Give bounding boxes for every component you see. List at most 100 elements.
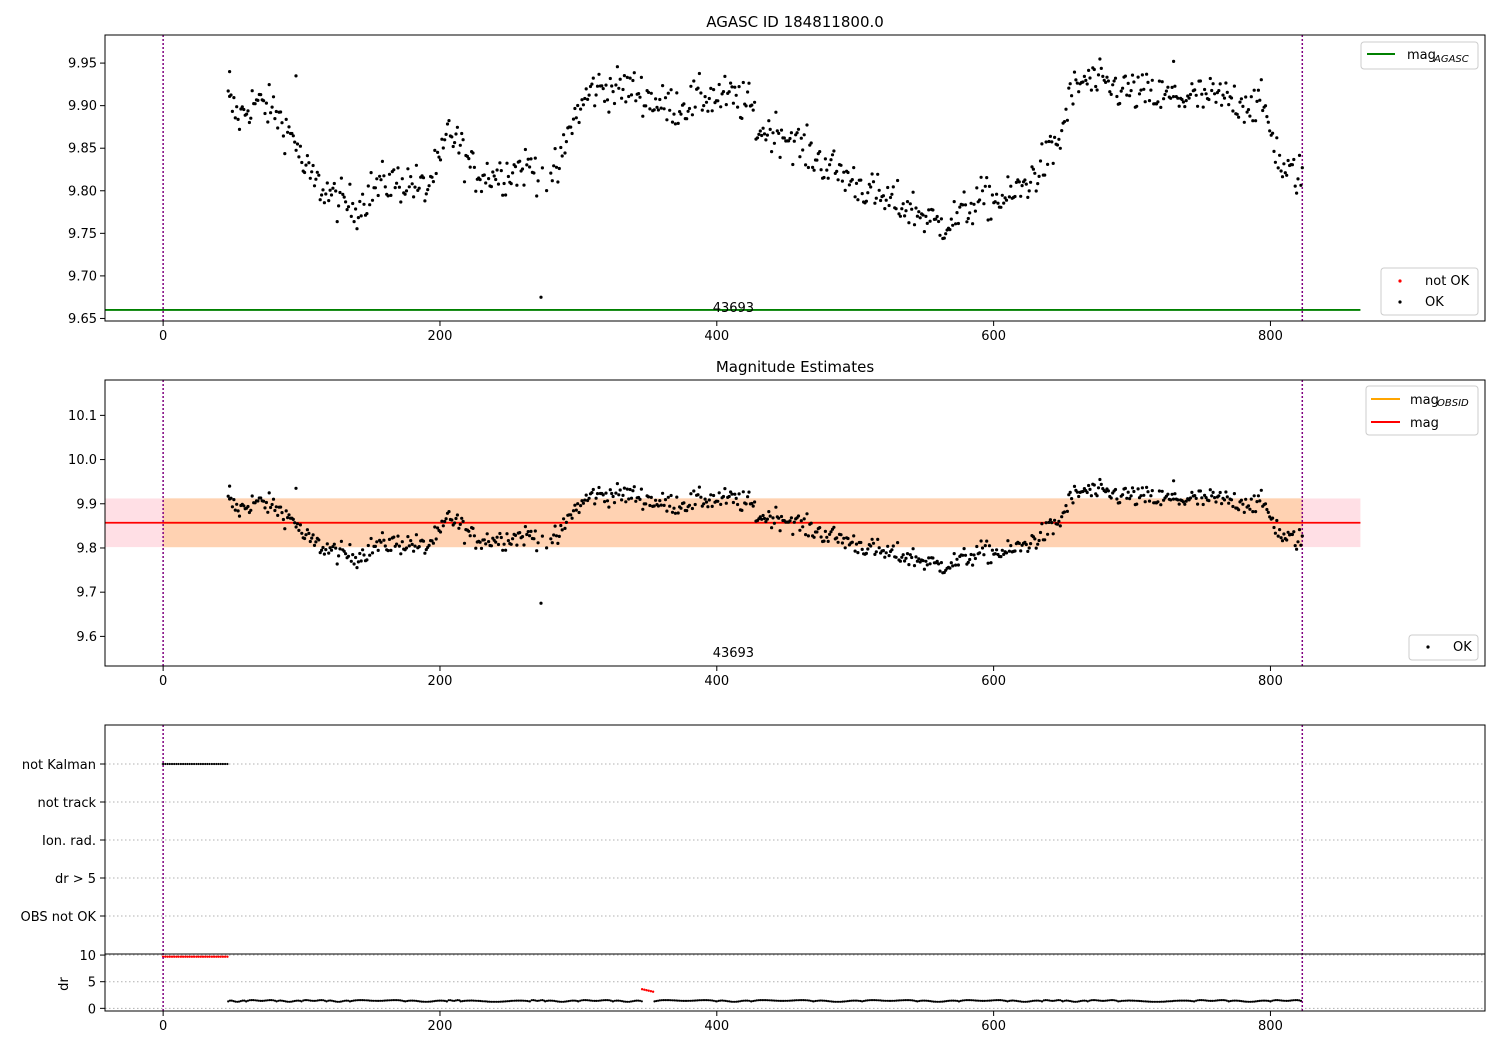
- dr-point-10: [551, 999, 554, 1002]
- magnitude-point-59: [310, 536, 314, 540]
- magnitude-point-175: [474, 546, 478, 550]
- agasc-point-461: [887, 203, 891, 208]
- dr-point-13: [675, 999, 678, 1002]
- magnitude-point-61: [312, 543, 317, 548]
- magnitude-point-646: [1149, 494, 1153, 498]
- dr-point-17: [879, 999, 882, 1002]
- agasc-legend-upper: mag AGASC: [1360, 41, 1479, 70]
- magnitude-point-183: [485, 532, 489, 536]
- magnitude-point-417: [825, 535, 829, 539]
- agasc-point-331: [703, 95, 707, 99]
- magnitude-point-171: [468, 534, 472, 538]
- agasc-point-464: [891, 185, 895, 189]
- agasc-point-413: [819, 168, 823, 172]
- dr-point-20: [1011, 999, 1015, 1002]
- agasc-point-76: [334, 189, 338, 193]
- magnitude-point-46: [291, 517, 295, 522]
- agasc-point-376: [767, 119, 771, 123]
- magnitude-point-306: [668, 504, 672, 508]
- agasc-point-380: [772, 141, 777, 145]
- dr-point-1: [248, 999, 251, 1002]
- dr-point-19: [992, 999, 995, 1002]
- agasc-point-705: [1232, 84, 1236, 88]
- magnitude-point-342: [719, 502, 723, 506]
- magnitude-point-479: [912, 564, 917, 568]
- agasc-point-164: [458, 143, 462, 147]
- agasc-point-505: [949, 217, 953, 221]
- magnitude-point-497: [938, 569, 942, 573]
- agasc-point-304: [665, 118, 669, 122]
- dr-point-27: [1274, 999, 1277, 1002]
- agasc-point-595: [1077, 90, 1081, 94]
- magnitude-point-536: [993, 552, 997, 556]
- magnitude-point-331: [703, 497, 707, 501]
- dr-point-24: [1136, 999, 1140, 1003]
- dr-point-24: [1181, 999, 1185, 1002]
- agasc-point-591: [1071, 102, 1075, 106]
- agasc-point-131: [412, 195, 416, 199]
- magnitude-point-66: [320, 548, 324, 552]
- dr-point-2: [284, 1000, 287, 1003]
- magnitude-point-554: [1019, 549, 1023, 553]
- dr-red-point-1: [643, 988, 646, 991]
- agasc-point-608: [1095, 88, 1099, 92]
- agasc-point-453: [876, 172, 880, 176]
- agasc-point-673: [1187, 96, 1191, 100]
- dr-point-26: [1227, 1000, 1230, 1003]
- dr-point-27: [1292, 999, 1295, 1002]
- magnitude-point-428: [840, 541, 845, 545]
- agasc-point-459: [884, 198, 888, 202]
- agasc-point-610: [1098, 57, 1102, 61]
- magnitude-tick-label-800: 800: [1258, 674, 1283, 689]
- agasc-point-237: [570, 131, 574, 136]
- flag-label-4: OBS not OK: [21, 910, 97, 925]
- dr-point-24: [1122, 999, 1125, 1002]
- magnitude-point-537: [995, 548, 999, 552]
- agasc-point-490: [928, 219, 932, 223]
- agasc-point-433: [847, 183, 852, 187]
- dr-point-11: [598, 999, 602, 1002]
- agasc-point-155: [445, 122, 450, 126]
- dr-point-14: [724, 999, 727, 1003]
- agasc-point-603: [1088, 76, 1092, 80]
- dr-red-point-0: [175, 955, 178, 958]
- agasc-point-407: [811, 165, 815, 169]
- dr-point-16: [818, 999, 821, 1002]
- agasc-point-529: [983, 184, 987, 188]
- dr-point-13: [669, 999, 672, 1002]
- magnitude-point-82: [342, 549, 346, 553]
- magnitude-point-260: [603, 500, 607, 504]
- magnitude-point-270: [617, 493, 621, 497]
- magnitude-point-719: [1252, 494, 1256, 498]
- agasc-point-364: [750, 103, 754, 107]
- magnitude-point-230: [560, 528, 564, 532]
- magnitude-point-100: [368, 553, 372, 557]
- agasc-point-634: [1132, 80, 1136, 84]
- magnitude-point-340: [716, 499, 720, 503]
- dr-point-17: [902, 999, 905, 1002]
- magnitude-point-487: [924, 559, 928, 563]
- magnitude-point-752: [1299, 543, 1303, 547]
- dr-point-12: [635, 999, 638, 1002]
- magnitude-point-54: [303, 536, 307, 541]
- dr-point-26: [1249, 1000, 1252, 1003]
- magnitude-point-621: [1113, 487, 1118, 492]
- agasc-point-436: [852, 166, 856, 170]
- agasc-point-660: [1169, 96, 1173, 100]
- agasc-point-704: [1231, 109, 1235, 113]
- dr-point-18: [929, 1000, 932, 1003]
- agasc-point-246: [583, 96, 587, 101]
- agasc-point-88: [351, 201, 355, 206]
- agasc-point-301: [661, 84, 665, 88]
- dr-point-15: [780, 999, 784, 1003]
- agasc-lines: [105, 35, 1361, 321]
- agasc-point-751: [1297, 153, 1302, 157]
- magnitude-point-748: [1293, 544, 1297, 548]
- agasc-point-303: [663, 96, 668, 100]
- magnitude-obsid-label: 43693: [713, 646, 754, 661]
- magnitude-point-688: [1208, 488, 1212, 492]
- flags-x-ticks: 0 200 400 600 800: [159, 1011, 1283, 1034]
- agasc-point-26: [263, 111, 267, 116]
- magnitude-point-576: [1050, 521, 1054, 525]
- dr-point-26: [1251, 1000, 1254, 1003]
